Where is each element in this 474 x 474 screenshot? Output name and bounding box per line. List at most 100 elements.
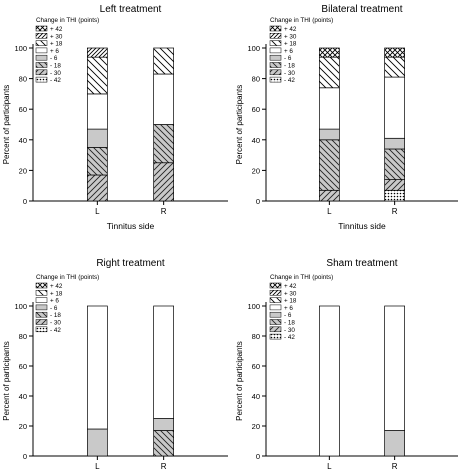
legend-swatch xyxy=(35,25,48,32)
legend-entry-label: + 18 xyxy=(284,41,297,48)
bar-segment xyxy=(153,430,174,457)
y-tick-label: 80 xyxy=(19,75,27,84)
bar-segment xyxy=(319,47,340,58)
bar-segment xyxy=(153,305,174,419)
bar-segment xyxy=(384,56,405,78)
legend-swatch xyxy=(35,76,48,83)
legend-swatch xyxy=(35,69,48,76)
y-tick-label: 80 xyxy=(19,332,27,341)
legend-swatch xyxy=(269,62,282,68)
legend-swatch xyxy=(35,54,48,61)
bar-segment xyxy=(384,148,405,180)
legend-swatch xyxy=(269,33,282,39)
legend-entry-label: + 42 xyxy=(284,26,297,33)
x-tick-label: L xyxy=(95,207,100,216)
y-tick-label: 20 xyxy=(252,166,260,175)
y-tick-label: 0 xyxy=(256,197,260,206)
chart-panel-3: Right treatment 0 20 40 60 80 100 Percent of pa… xyxy=(2,258,228,471)
legend-entry-label: - 18 xyxy=(50,312,61,319)
chart-title: Left treatment xyxy=(100,4,162,15)
chart-panel-4: Sham treatment 0 20 40 60 80 100 Percent of par… xyxy=(235,258,458,471)
legend-entry-label: + 6 xyxy=(284,48,293,55)
legend-swatch xyxy=(35,326,48,333)
y-axis-label: Percent of participants xyxy=(235,85,244,165)
legend-entry-label: - 30 xyxy=(284,70,295,77)
legend-swatch xyxy=(269,282,282,289)
chart-title: Right treatment xyxy=(96,258,165,269)
legend-entry-label: + 30 xyxy=(284,33,297,40)
legend-swatch xyxy=(269,40,282,46)
bar-segment xyxy=(319,189,340,202)
legend-swatch xyxy=(35,311,48,318)
legend-swatch xyxy=(35,62,48,68)
bar-segment xyxy=(384,305,405,431)
y-tick-label: 60 xyxy=(19,105,27,114)
bar-segment xyxy=(319,139,340,191)
x-tick-label: R xyxy=(392,207,398,216)
legend-swatch xyxy=(35,297,48,303)
bar-segment xyxy=(384,179,405,191)
legend-swatch xyxy=(269,76,282,83)
y-tick-label: 60 xyxy=(19,362,27,371)
legend-entry-label: + 6 xyxy=(50,48,59,55)
legend-entry-label: - 6 xyxy=(50,305,58,312)
legend-title: Change in THI (points) xyxy=(270,17,333,24)
legend-title: Change in THI (points) xyxy=(36,17,99,24)
legend-entry-label: + 30 xyxy=(284,290,297,297)
y-tick-label: 20 xyxy=(19,166,27,175)
bar-segment xyxy=(319,56,340,89)
legend-swatch xyxy=(269,319,282,325)
bar-segment xyxy=(86,428,108,457)
bar-segment xyxy=(86,147,108,176)
y-axis-label: Percent of participants xyxy=(2,85,11,165)
bar-segment xyxy=(86,93,108,130)
y-tick-label: 100 xyxy=(14,302,27,311)
legend-entry-label: + 6 xyxy=(50,298,59,305)
bar-segment xyxy=(384,430,405,457)
legend-entry-label: - 42 xyxy=(50,327,61,334)
legend-entry-label: + 42 xyxy=(284,283,297,290)
legend-entry-label: - 30 xyxy=(50,70,61,77)
legend-swatch xyxy=(269,69,282,76)
legend-swatch xyxy=(35,290,48,296)
bar-segment xyxy=(153,162,174,202)
legend-entry-label: + 42 xyxy=(50,26,63,33)
legend-swatch xyxy=(269,54,282,61)
legend-entry-label: + 6 xyxy=(284,305,293,312)
legend-entry-label: - 42 xyxy=(284,334,295,341)
legend: Change in THI (points) + 42+ 30+ 18+ 6- 6… xyxy=(35,17,99,84)
bar-segment xyxy=(86,174,108,202)
legend-swatch xyxy=(35,40,48,46)
x-tick-label: R xyxy=(392,462,398,471)
legend-entry-label: + 42 xyxy=(50,283,63,290)
chart-panel-1: Left treatment 0 20 40 60 80 100 Percent of par… xyxy=(2,4,228,231)
bar-segment xyxy=(153,47,174,75)
y-tick-label: 40 xyxy=(19,392,27,401)
legend-entry-label: + 18 xyxy=(284,298,297,305)
x-tick-label: R xyxy=(161,462,167,471)
legend: Change in THI (points) + 42+ 30+ 18+ 6- 6… xyxy=(269,274,333,341)
bar-segment xyxy=(86,305,108,430)
legend-swatch xyxy=(269,47,282,54)
legend-title: Change in THI (points) xyxy=(36,274,99,281)
legend-swatch xyxy=(269,304,282,311)
bar-segment xyxy=(86,128,108,148)
x-axis-label: Tinnitus side xyxy=(107,221,155,231)
x-axis-label: Tinnitus side xyxy=(338,221,386,231)
y-tick-label: 100 xyxy=(14,44,27,53)
legend-entry-label: - 18 xyxy=(284,320,295,327)
legend-entry-label: - 6 xyxy=(284,312,292,319)
y-tick-label: 20 xyxy=(19,422,27,431)
chart-title: Bilateral treatment xyxy=(321,4,402,15)
bar-segment xyxy=(153,124,174,164)
legend-swatch xyxy=(269,311,282,318)
x-tick-label: L xyxy=(95,462,100,471)
bar-segment xyxy=(319,305,340,457)
legend-entry-label: + 18 xyxy=(50,41,63,48)
y-axis-label: Percent of participants xyxy=(235,341,244,421)
legend-entry-label: + 30 xyxy=(50,33,63,40)
y-tick-label: 60 xyxy=(252,105,260,114)
legend: Change in THI (points) + 42+ 30+ 18+ 6- 6… xyxy=(269,17,333,84)
legend-swatch xyxy=(35,319,48,325)
y-tick-label: 0 xyxy=(23,452,27,461)
